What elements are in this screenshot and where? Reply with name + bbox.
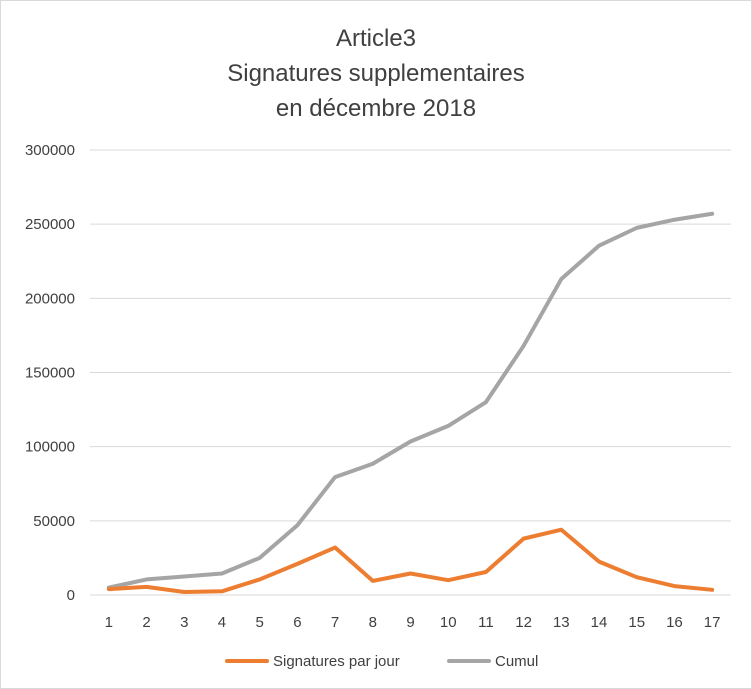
y-tick-label: 50000 <box>33 513 75 530</box>
x-tick-label: 9 <box>406 614 414 631</box>
legend-label: Signatures par jour <box>273 653 400 670</box>
x-axis-ticks: 1 2 3 4 5 6 7 8 9 10 11 12 13 14 15 16 17 <box>105 614 721 631</box>
x-tick-label: 8 <box>369 614 377 631</box>
data-point <box>448 425 449 426</box>
legend-item-0: Signatures par jour <box>225 653 400 670</box>
data-point <box>485 572 486 573</box>
x-tick-label: 12 <box>515 614 532 631</box>
y-axis-ticks: 0 50000 100000 150000 200000 250000 300000 <box>25 142 75 604</box>
series-lines <box>106 211 715 595</box>
legend-item-1: Cumul <box>447 653 538 670</box>
legend-label: Cumul <box>495 653 538 670</box>
gridlines <box>90 149 731 596</box>
x-tick-label: 2 <box>142 614 150 631</box>
chart-title: Article3 Signatures supplementaires en d… <box>227 25 525 122</box>
data-point <box>712 589 713 590</box>
y-tick-label: 200000 <box>25 290 75 307</box>
data-point <box>146 579 147 580</box>
data-point <box>335 547 336 548</box>
data-point <box>184 592 185 593</box>
chart-title-line-2: Signatures supplementaires <box>227 60 525 87</box>
data-point <box>108 589 109 590</box>
data-point <box>410 441 411 442</box>
y-tick-label: 0 <box>67 587 75 604</box>
data-point <box>259 557 260 558</box>
data-point <box>561 279 562 280</box>
data-point <box>599 561 600 562</box>
data-point <box>523 538 524 539</box>
x-tick-label: 4 <box>218 614 226 631</box>
x-tick-label: 13 <box>553 614 570 631</box>
data-point <box>297 563 298 564</box>
data-point <box>674 219 675 220</box>
data-point <box>636 577 637 578</box>
data-point <box>184 576 185 577</box>
data-point <box>485 402 486 403</box>
data-point <box>372 463 373 464</box>
data-point <box>259 579 260 580</box>
data-point <box>599 245 600 246</box>
data-point <box>335 477 336 478</box>
chart-title-line-1: Article3 <box>336 25 416 52</box>
data-point <box>523 345 524 346</box>
legend: Signatures par jour Cumul <box>225 653 538 670</box>
data-point <box>410 573 411 574</box>
data-point <box>297 525 298 526</box>
x-tick-label: 14 <box>591 614 608 631</box>
x-tick-label: 7 <box>331 614 339 631</box>
data-point <box>448 580 449 581</box>
x-tick-label: 10 <box>440 614 457 631</box>
data-point <box>636 227 637 228</box>
series-0 <box>106 527 715 595</box>
y-tick-label: 300000 <box>25 142 75 159</box>
data-point <box>146 586 147 587</box>
series-line-1 <box>106 211 715 590</box>
data-point <box>712 213 713 214</box>
x-tick-label: 6 <box>293 614 301 631</box>
x-tick-label: 3 <box>180 614 188 631</box>
x-tick-label: 16 <box>666 614 683 631</box>
x-tick-label: 5 <box>256 614 264 631</box>
x-tick-label: 15 <box>628 614 645 631</box>
series-line-0 <box>106 527 715 595</box>
data-point <box>221 591 222 592</box>
data-point <box>221 573 222 574</box>
data-point <box>372 580 373 581</box>
chart-title-line-3: en décembre 2018 <box>276 95 476 122</box>
y-tick-label: 250000 <box>25 216 75 233</box>
data-point <box>561 529 562 530</box>
y-tick-label: 100000 <box>25 439 75 456</box>
y-tick-label: 150000 <box>25 365 75 382</box>
series-1 <box>106 211 715 590</box>
x-tick-label: 1 <box>105 614 113 631</box>
x-tick-label: 17 <box>704 614 721 631</box>
x-tick-label: 11 <box>478 614 494 631</box>
data-point <box>674 586 675 587</box>
